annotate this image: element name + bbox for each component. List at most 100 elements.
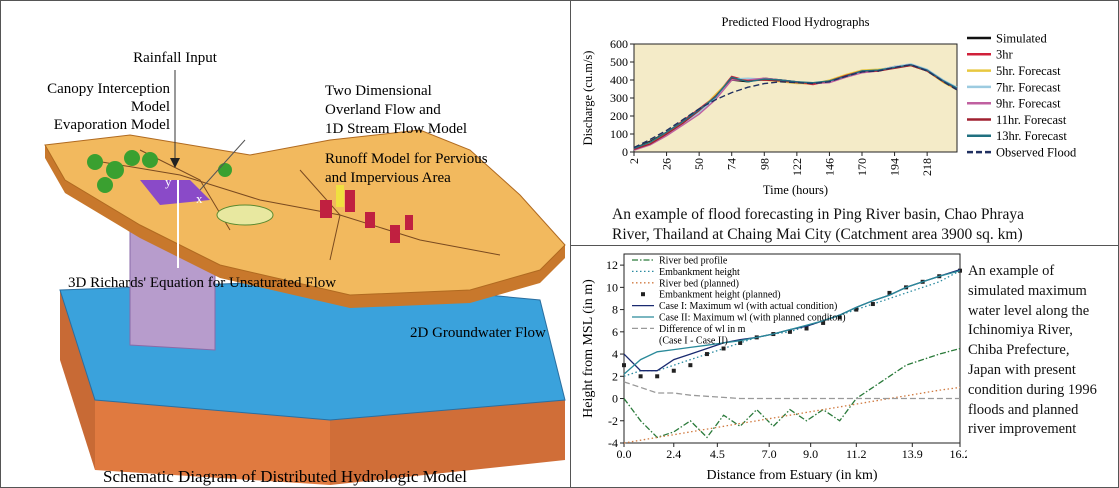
series-line (624, 382, 960, 399)
evaporation-label: Evaporation Model (54, 117, 170, 133)
axis-x-label: x (196, 191, 203, 206)
series-marker (705, 352, 709, 356)
legend-label: Embankment height (planned) (659, 290, 781, 301)
legend-label: Case I: Maximum wl (with actual conditio… (659, 301, 837, 312)
y-tick-label: 400 (610, 73, 628, 87)
y-axis-title: Height from MSL (in m) (581, 279, 596, 418)
y-tick-label: 500 (610, 55, 628, 69)
y-tick-label: 300 (610, 91, 628, 105)
caption-line: condition during 1996 (968, 381, 1097, 401)
legend-label: River bed (planned) (659, 278, 739, 289)
legend-label: 9hr. Forecast (996, 97, 1061, 111)
y-tick-label: 4 (612, 347, 618, 361)
caption-line: River, Thailand at Chaing Mai City (Catc… (612, 225, 1024, 245)
canopy-label: Model (131, 99, 170, 115)
legend-label: River bed profile (659, 256, 728, 267)
y-tick-label: 6 (612, 325, 618, 339)
chart-caption: An example of flood forecasting in Ping … (612, 205, 1024, 245)
x-tick-label: 218 (920, 158, 934, 176)
canopy-label: Canopy Interception (47, 81, 170, 97)
legend-label: (Case I - Case II) (659, 335, 728, 346)
legend-label: Difference of wl in m (659, 324, 746, 335)
overland-label: Two Dimensional (325, 83, 432, 99)
x-axis-title: Time (hours) (763, 183, 828, 197)
legend-label: 13hr. Forecast (996, 129, 1067, 143)
x-tick-label: 2.4 (666, 447, 681, 461)
caption-line: An example of flood forecasting in Ping … (612, 205, 1024, 225)
caption-line: Ichinomiya River, (968, 321, 1097, 341)
series-marker (688, 363, 692, 367)
y-tick-label: 0 (612, 392, 618, 406)
caption-line: floods and planned (968, 401, 1097, 421)
pervious-area (217, 205, 273, 225)
x-tick-label: 13.9 (902, 447, 923, 461)
rainfall-label: Rainfall Input (133, 50, 218, 66)
y-axis-title: Discharge (cu.m/s) (581, 51, 595, 146)
series-marker (639, 374, 643, 378)
building (336, 185, 344, 207)
y-tick-label: 100 (610, 127, 628, 141)
hydrograph-chart: Predicted Flood Hydrographs 0 100 200 300 400… (572, 2, 1117, 200)
runoff-label: and Impervious Area (325, 170, 451, 186)
series-marker (622, 363, 626, 367)
y-tick-label: -2 (608, 414, 618, 428)
legend-label: Case II: Maximum wl (with planned condit… (659, 313, 846, 324)
x-tick-label: 0.0 (617, 447, 632, 461)
y-tick-label: 12 (606, 258, 618, 272)
x-tick-label: 9.0 (803, 447, 818, 461)
y-tick-label: 200 (610, 109, 628, 123)
diagram-caption: Schematic Diagram of Distributed Hydrolo… (103, 467, 467, 486)
y-tick-label: 2 (612, 369, 618, 383)
legend-label: Embankment height (659, 267, 740, 278)
x-tick-label: 146 (822, 158, 836, 176)
x-tick-label: 194 (888, 158, 902, 176)
overland-label: 1D Stream Flow Model (325, 121, 467, 137)
runoff-label: Runoff Model for Pervious (325, 151, 488, 167)
chart-title: Predicted Flood Hydrographs (722, 15, 870, 29)
caption-line: Chiba Prefecture, (968, 341, 1097, 361)
y-tick-label: 8 (612, 303, 618, 317)
caption-line: simulated maximum (968, 282, 1097, 302)
x-tick-label: 170 (855, 158, 869, 176)
x-tick-label: 26 (660, 158, 674, 170)
caption-line: An example of (968, 262, 1097, 282)
water-level-chart: -4-20246810120.02.44.57.09.011.213.916.2… (572, 250, 967, 486)
series-marker (871, 302, 875, 306)
legend-label: Simulated (996, 31, 1047, 45)
x-tick-label: 122 (790, 158, 804, 176)
x-tick-label: 50 (692, 158, 706, 170)
legend-label: Observed Flood (996, 145, 1077, 159)
hydrologic-diagram: y x Rainfall Input Canopy Interception M… (0, 0, 570, 488)
legend-label: 3hr (996, 48, 1014, 62)
y-tick-label: 600 (610, 37, 628, 51)
axis-y-label: y (165, 174, 172, 189)
legend-label: 7hr. Forecast (996, 80, 1061, 94)
panel-divider (570, 245, 1119, 246)
richards-label: 3D Richards' Equation for Unsaturated Fl… (68, 275, 336, 291)
series-line (624, 387, 960, 443)
legend-label: 11hr. Forecast (996, 113, 1067, 127)
plot-background (634, 44, 957, 152)
legend-label: 5hr. Forecast (996, 64, 1061, 78)
x-axis-title: Distance from Estuary (in km) (706, 468, 877, 483)
caption-line: water level along the (968, 302, 1097, 322)
x-tick-label: 11.2 (846, 447, 867, 461)
legend-swatch (641, 292, 645, 296)
series-line (624, 349, 960, 438)
x-tick-label: 2 (627, 158, 641, 164)
series-marker (722, 347, 726, 351)
chart-caption: An example of simulated maximum water le… (968, 262, 1097, 440)
caption-line: Japan with present (968, 361, 1097, 381)
x-tick-label: 16.2 (950, 447, 968, 461)
overland-label: Overland Flow and (325, 102, 441, 118)
x-tick-label: 74 (725, 158, 739, 170)
x-tick-label: 98 (757, 158, 771, 170)
panel-divider (570, 0, 571, 488)
series-marker (738, 341, 742, 345)
figure: y x Rainfall Input Canopy Interception M… (0, 0, 1119, 488)
x-tick-label: 4.5 (710, 447, 725, 461)
groundwater-label: 2D Groundwater Flow (410, 325, 546, 341)
series-marker (655, 374, 659, 378)
x-tick-label: 7.0 (762, 447, 777, 461)
y-tick-label: 0 (622, 145, 628, 159)
